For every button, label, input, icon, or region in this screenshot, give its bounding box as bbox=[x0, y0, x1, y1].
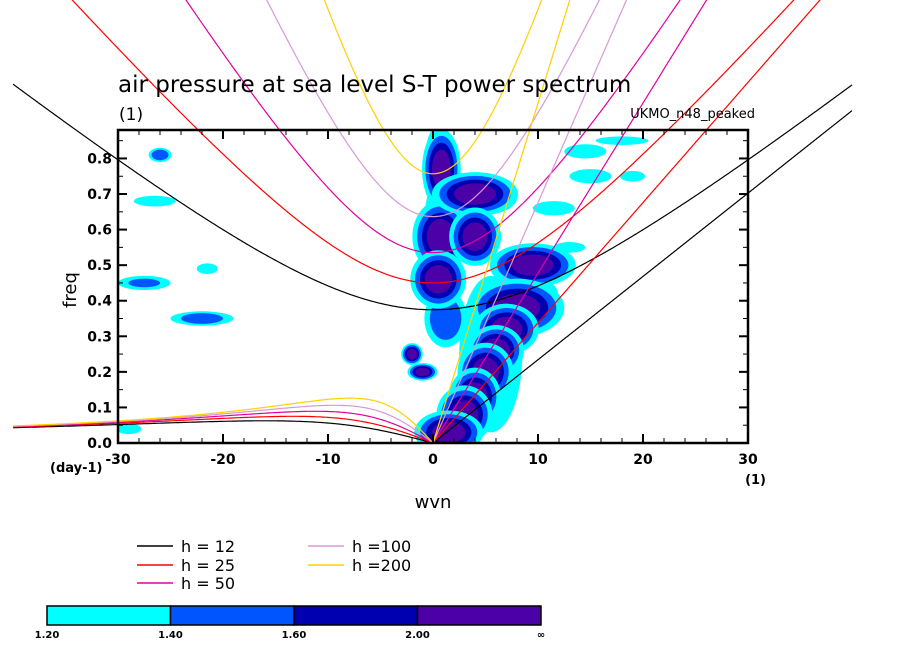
legend-label: h = 12 bbox=[181, 537, 235, 556]
contour-layer bbox=[118, 130, 649, 443]
y-units-label: (day-1) bbox=[50, 461, 102, 476]
y-tick-label: 0.2 bbox=[87, 365, 112, 381]
x-axis-label: wvn bbox=[415, 492, 452, 513]
rossby-curve bbox=[13, 420, 433, 443]
y-tick-label: 0.4 bbox=[87, 294, 112, 310]
contour-region bbox=[532, 201, 575, 216]
contour-region bbox=[118, 423, 142, 435]
x-tick-label: -30 bbox=[105, 452, 131, 468]
contour-region bbox=[569, 169, 612, 184]
contour-region bbox=[406, 348, 418, 360]
contour-region bbox=[462, 222, 488, 251]
legend-label: h =100 bbox=[352, 537, 411, 556]
inertia-gravity-curve bbox=[12, 83, 853, 311]
inertia-gravity-curve bbox=[266, 0, 600, 218]
y-tick-label: 0.3 bbox=[87, 329, 112, 345]
contour-region bbox=[133, 195, 176, 207]
contour-region bbox=[196, 263, 218, 275]
contour-region bbox=[426, 218, 454, 255]
inertia-gravity-curve bbox=[185, 0, 681, 254]
inertia-gravity-curve bbox=[323, 0, 543, 175]
x-tick-label: 10 bbox=[528, 452, 548, 468]
x-tick-label: -20 bbox=[210, 452, 236, 468]
contour-region bbox=[619, 170, 646, 182]
x-tick-label: 0 bbox=[428, 452, 438, 468]
y-axis-label: freq bbox=[60, 272, 81, 308]
contour-region bbox=[454, 183, 496, 205]
contour-region bbox=[511, 254, 554, 276]
inertia-gravity-curve bbox=[71, 0, 795, 284]
kelvin-curve bbox=[432, 110, 853, 443]
y-tick-label: 0.5 bbox=[87, 258, 112, 274]
x-tick-label: 20 bbox=[633, 452, 653, 468]
legend-label: h =200 bbox=[352, 556, 411, 575]
contour-region bbox=[564, 144, 607, 159]
contour-region bbox=[415, 367, 430, 377]
y-tick-label: 0.1 bbox=[87, 400, 112, 416]
colorbar: 1.20 1.40 1.60 2.00 ∞ bbox=[35, 605, 545, 641]
legend-label: h = 50 bbox=[181, 574, 235, 593]
x-tick-label: 30 bbox=[738, 452, 758, 468]
chart-subtitle-left: (1) bbox=[119, 105, 143, 125]
y-tick-label: 0.6 bbox=[87, 223, 112, 239]
contour-region bbox=[128, 278, 160, 288]
rossby-curve bbox=[13, 415, 433, 443]
colorbar-swatch bbox=[293, 605, 419, 626]
kelvin-curve bbox=[432, 0, 821, 443]
y-tick-label: 0.0 bbox=[87, 436, 112, 452]
contour-region bbox=[424, 265, 452, 294]
kelvin-curve bbox=[432, 0, 708, 443]
colorbar-label: 1.40 bbox=[158, 630, 183, 641]
contour-region bbox=[595, 136, 649, 145]
y-tick-label: 0.8 bbox=[87, 151, 112, 167]
colorbar-swatch bbox=[169, 605, 295, 626]
axis-ticks: -30 -20 -10 0 10 20 30 0.0 0.1 0.2 0.3 0.4 0.5 0.6 0.7… bbox=[87, 130, 758, 468]
x-units-label: (1) bbox=[745, 473, 766, 488]
colorbar-swatch bbox=[416, 605, 542, 626]
chart-title: air pressure at sea level S-T power spec… bbox=[118, 72, 631, 98]
chart-subtitle-right: UKMO_n48_peaked bbox=[630, 107, 755, 122]
colorbar-label: 2.00 bbox=[405, 630, 430, 641]
contour-region bbox=[151, 149, 169, 161]
colorbar-label: 1.60 bbox=[282, 630, 307, 641]
y-tick-label: 0.7 bbox=[87, 187, 112, 203]
kelvin-curve bbox=[432, 0, 571, 443]
colorbar-swatch bbox=[46, 605, 172, 626]
colorbar-label: ∞ bbox=[537, 630, 545, 641]
colorbar-label: 1.20 bbox=[35, 630, 60, 641]
contour-region bbox=[181, 313, 223, 324]
legend-label: h = 25 bbox=[181, 556, 235, 575]
x-tick-label: -10 bbox=[315, 452, 341, 468]
dispersion-curves bbox=[12, 0, 853, 443]
kelvin-curve bbox=[432, 0, 628, 443]
rossby-curve bbox=[13, 397, 433, 443]
